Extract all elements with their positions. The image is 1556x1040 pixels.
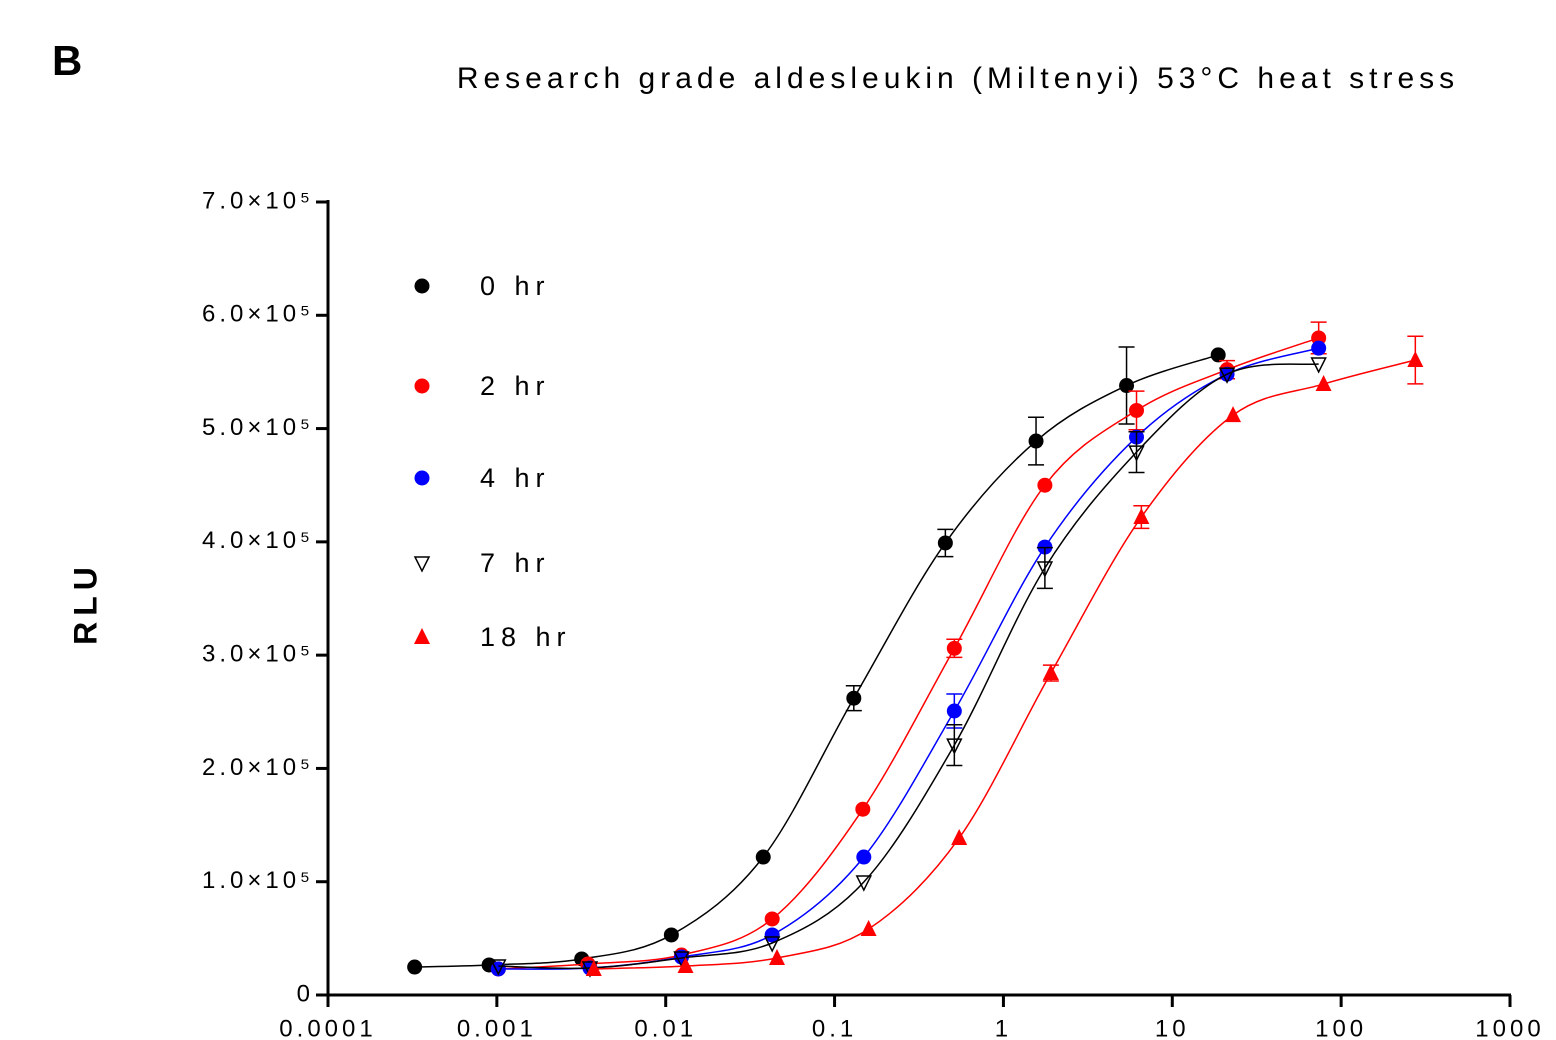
legend-label: 7 hr <box>480 548 551 578</box>
data-point <box>764 927 780 943</box>
data-point <box>855 801 871 817</box>
data-point <box>855 875 873 892</box>
curve <box>498 363 1319 970</box>
error-bar <box>946 723 963 767</box>
data-point <box>846 690 862 706</box>
data-point <box>763 936 781 953</box>
data-point <box>1129 402 1145 418</box>
data-point <box>764 911 780 927</box>
x-tick-label: 1000 <box>1475 1015 1544 1040</box>
y-tick-label: 6.0×10⁵ <box>202 301 314 328</box>
legend-marker <box>414 470 430 486</box>
data-point <box>946 738 963 755</box>
legend-label: 4 hr <box>480 463 551 493</box>
x-tick-label: 0.1 <box>812 1015 857 1040</box>
error-bar <box>1128 430 1145 474</box>
data-point <box>768 948 785 965</box>
data-point <box>1310 357 1327 374</box>
x-tick-label: 0.001 <box>457 1015 537 1040</box>
data-point <box>663 927 679 943</box>
x-tick-label: 1 <box>995 1015 1012 1040</box>
data-point <box>1028 433 1044 449</box>
y-tick-label: 1.0×10⁵ <box>202 867 314 894</box>
curve <box>498 337 1319 970</box>
panel-label: B <box>52 37 82 84</box>
data-point <box>946 640 962 656</box>
x-tick-label: 100 <box>1315 1015 1367 1040</box>
data-point <box>490 959 507 976</box>
y-tick-label: 0 <box>297 980 314 1007</box>
curve <box>414 354 1219 968</box>
data-point <box>1315 375 1332 392</box>
data-point <box>1218 367 1236 384</box>
data-point <box>946 703 962 719</box>
legend-marker <box>414 628 430 644</box>
data-point <box>1037 477 1053 493</box>
x-tick-label: 0.01 <box>634 1015 697 1040</box>
legend-label: 2 hr <box>480 371 551 401</box>
legend-marker <box>414 278 430 294</box>
y-tick-label: 3.0×10⁵ <box>202 640 314 667</box>
data-point <box>1036 561 1054 578</box>
x-tick-label: 0.0001 <box>279 1015 376 1040</box>
data-point <box>407 959 423 975</box>
data-point <box>1225 406 1242 423</box>
data-point <box>1407 351 1424 368</box>
data-point <box>1042 664 1059 681</box>
data-point <box>856 849 872 865</box>
data-point <box>677 956 694 973</box>
legend-marker <box>414 378 430 394</box>
data-point <box>937 535 953 551</box>
curve <box>593 359 1416 970</box>
data-point <box>585 959 602 976</box>
data-point <box>860 919 877 936</box>
data-point <box>951 828 968 845</box>
y-tick-label: 7.0×10⁵ <box>202 187 314 214</box>
data-point <box>1119 378 1135 394</box>
data-point <box>1210 347 1226 363</box>
y-tick-label: 4.0×10⁵ <box>202 527 314 554</box>
data-point <box>1133 508 1150 525</box>
y-axis-label: RLU <box>67 561 103 645</box>
data-point <box>1128 445 1145 462</box>
legend-marker <box>413 556 431 573</box>
data-point <box>1311 340 1327 356</box>
y-tick-label: 5.0×10⁵ <box>202 414 314 441</box>
legend-label: 18 hr <box>480 622 572 652</box>
chart-title: Research grade aldesleukin (Miltenyi) 53… <box>457 62 1459 95</box>
curve <box>498 347 1319 970</box>
y-tick-label: 2.0×10⁵ <box>202 754 314 781</box>
data-point <box>755 849 771 865</box>
error-bar <box>1036 546 1053 590</box>
x-tick-label: 10 <box>1155 1015 1190 1040</box>
legend-label: 0 hr <box>480 271 551 301</box>
